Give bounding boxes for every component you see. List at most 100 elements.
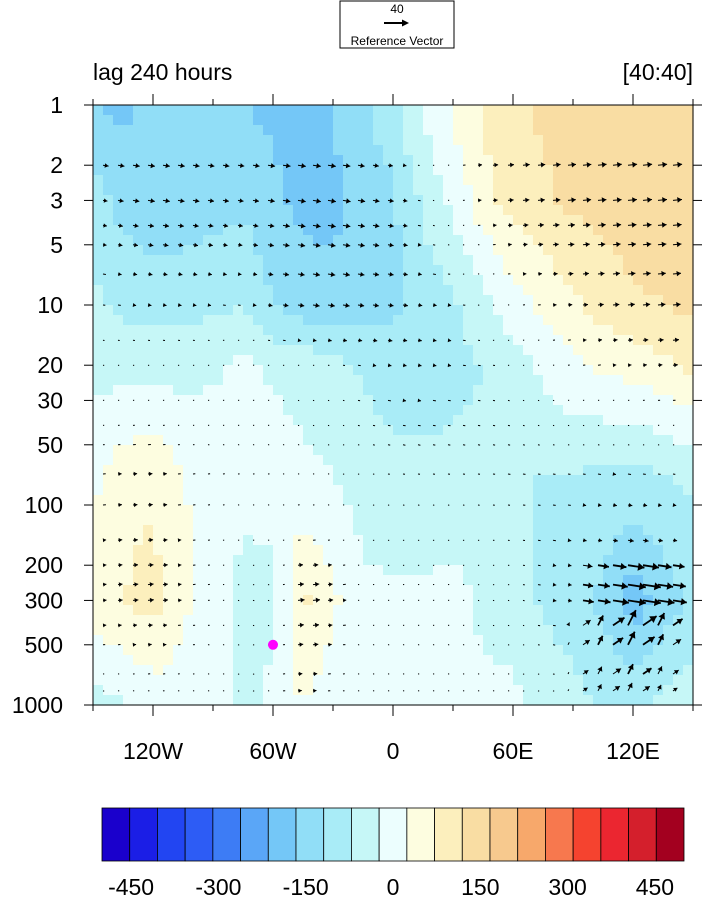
field-cell bbox=[533, 565, 544, 576]
field-cell bbox=[323, 315, 334, 326]
field-cell bbox=[353, 625, 364, 636]
field-cell bbox=[573, 635, 584, 646]
field-cell bbox=[623, 655, 634, 666]
wind-vector-head bbox=[209, 198, 214, 204]
field-cell bbox=[233, 625, 244, 636]
field-cell bbox=[153, 465, 164, 476]
field-cell bbox=[603, 415, 614, 426]
field-cell bbox=[503, 105, 514, 116]
field-cell bbox=[493, 435, 504, 446]
field-cell bbox=[423, 615, 434, 626]
field-cell bbox=[143, 295, 154, 306]
field-cell bbox=[573, 105, 584, 116]
field-cell bbox=[413, 325, 424, 336]
field-cell bbox=[293, 235, 304, 246]
field-cell bbox=[483, 155, 494, 166]
field-cell bbox=[173, 575, 184, 586]
field-cell bbox=[373, 245, 384, 256]
field-cell bbox=[403, 445, 414, 456]
field-cell bbox=[583, 255, 594, 266]
field-cell bbox=[323, 435, 334, 446]
field-cell bbox=[243, 135, 254, 146]
field-cell bbox=[463, 405, 474, 416]
field-cell bbox=[293, 555, 304, 566]
field-cell bbox=[463, 205, 474, 216]
field-cell bbox=[383, 685, 394, 696]
wind-vector-head bbox=[180, 163, 185, 169]
field-cell bbox=[613, 335, 624, 346]
field-cell bbox=[303, 425, 314, 436]
field-cell bbox=[203, 355, 214, 366]
field-cell bbox=[663, 555, 674, 566]
wind-vector-head bbox=[315, 302, 320, 308]
wind-vector-head bbox=[270, 163, 276, 169]
field-cell bbox=[213, 415, 224, 426]
field-cell bbox=[683, 315, 694, 326]
field-cell bbox=[303, 505, 314, 516]
field-cell bbox=[283, 685, 294, 696]
field-cell bbox=[313, 415, 324, 426]
field-cell bbox=[493, 235, 504, 246]
field-cell bbox=[373, 275, 384, 286]
wind-vector-head bbox=[374, 272, 379, 277]
field-cell bbox=[673, 205, 684, 216]
field-cell bbox=[233, 115, 244, 126]
field-cell bbox=[433, 305, 444, 316]
field-cell bbox=[263, 125, 274, 136]
wind-vector-head bbox=[132, 303, 137, 307]
field-cell bbox=[143, 475, 154, 486]
field-cell bbox=[363, 605, 374, 616]
field-cell bbox=[493, 505, 504, 516]
field-cell bbox=[513, 685, 524, 696]
field-cell bbox=[273, 265, 284, 276]
colorbar-swatch bbox=[212, 807, 241, 862]
wind-vector-head bbox=[678, 563, 685, 570]
wind-vector-head bbox=[300, 302, 305, 308]
field-cell bbox=[363, 405, 374, 416]
field-cell bbox=[613, 355, 624, 366]
field-cell bbox=[623, 255, 634, 266]
field-cell bbox=[563, 135, 574, 146]
field-cell bbox=[213, 205, 224, 216]
field-cell bbox=[463, 385, 474, 396]
field-cell bbox=[203, 605, 214, 616]
field-cell bbox=[293, 515, 304, 526]
field-cell bbox=[443, 495, 454, 506]
field-cell bbox=[313, 495, 324, 506]
field-cell bbox=[183, 135, 194, 146]
field-cell bbox=[123, 625, 134, 636]
field-cell bbox=[433, 475, 444, 486]
field-cell bbox=[663, 635, 674, 646]
field-cell bbox=[283, 225, 294, 236]
field-cell bbox=[283, 255, 294, 266]
field-cell bbox=[533, 295, 544, 306]
field-cell bbox=[563, 365, 574, 376]
field-cell bbox=[163, 275, 174, 286]
field-cell bbox=[623, 225, 634, 236]
field-cell bbox=[483, 665, 494, 676]
field-cell bbox=[493, 335, 504, 346]
wind-vector-head bbox=[103, 223, 107, 228]
wind-vector-head bbox=[586, 197, 592, 203]
field-cell bbox=[403, 345, 414, 356]
field-cell bbox=[203, 585, 214, 596]
field-cell bbox=[603, 615, 614, 626]
field-cell bbox=[293, 415, 304, 426]
wind-vector-head bbox=[601, 162, 607, 168]
field-cell bbox=[243, 315, 254, 326]
field-cell bbox=[153, 695, 164, 706]
wind-vector-head bbox=[330, 271, 336, 277]
field-cell bbox=[383, 225, 394, 236]
field-cell bbox=[543, 165, 554, 176]
field-cell bbox=[293, 675, 304, 686]
field-cell bbox=[403, 395, 414, 406]
field-cell bbox=[443, 525, 454, 536]
field-cell bbox=[453, 355, 464, 366]
field-cell bbox=[273, 585, 284, 596]
field-cell bbox=[273, 555, 284, 566]
field-cell bbox=[243, 155, 254, 166]
field-cell bbox=[483, 195, 494, 206]
field-cell bbox=[303, 375, 314, 386]
field-cell bbox=[663, 335, 674, 346]
field-cell bbox=[593, 545, 604, 556]
